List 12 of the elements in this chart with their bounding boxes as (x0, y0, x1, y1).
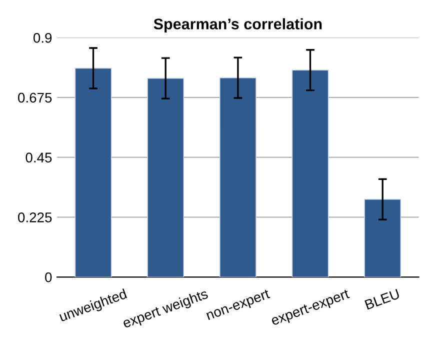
bar (147, 78, 184, 278)
y-tick-label: 0.675 (18, 92, 52, 103)
chart-title: Spearman’s correlation (154, 18, 322, 32)
y-tick-label: 0.225 (18, 212, 52, 222)
y-tick-label: 0.45 (26, 152, 52, 162)
x-tick-label: BLEU (364, 288, 400, 310)
bar (74, 68, 112, 278)
bar (219, 77, 256, 278)
bar (364, 198, 402, 278)
y-tick-label: 0.9 (33, 32, 52, 43)
y-tick-label: 0 (45, 272, 52, 282)
bar (292, 70, 329, 278)
